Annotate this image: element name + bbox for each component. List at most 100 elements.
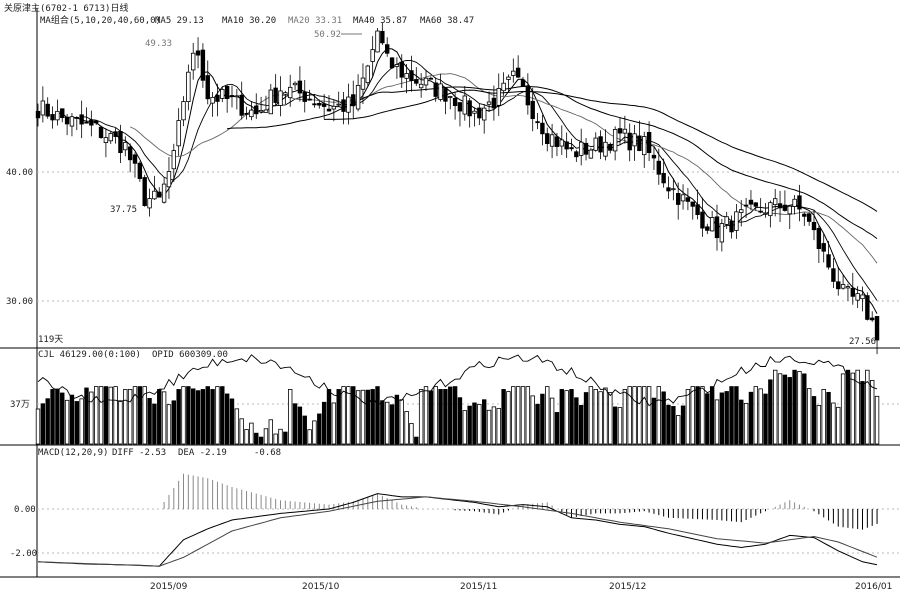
candle-body <box>792 198 797 207</box>
volume-bar <box>418 389 424 445</box>
candle-body <box>239 94 244 116</box>
candle-body <box>617 128 623 134</box>
candle-body <box>438 83 443 100</box>
volume-bar <box>273 433 278 445</box>
candle-body <box>661 173 666 184</box>
volume-bar <box>142 386 147 445</box>
macd-title: MACD(12,20,9) <box>38 448 108 458</box>
candle-body <box>254 105 259 115</box>
volume-bar <box>409 423 414 445</box>
candle-body <box>768 202 773 217</box>
macd-value: -0.68 <box>254 448 281 458</box>
volume-bar <box>321 401 327 445</box>
volume-bar <box>695 386 700 445</box>
volume-bar <box>224 393 230 445</box>
candle-body <box>583 142 589 155</box>
volume-bar <box>89 391 94 445</box>
volume-bar <box>389 404 395 445</box>
candle-body <box>132 154 138 164</box>
volume-bar <box>719 392 725 445</box>
volume-bar <box>802 373 807 445</box>
candle-body <box>773 198 778 206</box>
volume-bar <box>438 389 443 445</box>
volume-bar <box>40 403 46 445</box>
volume-bar <box>190 388 196 445</box>
volume-bar <box>632 386 637 445</box>
candle-body <box>797 195 802 210</box>
volume-bar <box>608 392 613 445</box>
volume-bar <box>443 388 448 445</box>
volume-bar <box>380 400 385 445</box>
candle-body <box>321 103 327 107</box>
volume-bar <box>370 389 375 445</box>
volume-bar <box>292 403 298 445</box>
volume-bar <box>452 386 458 445</box>
candle-body <box>486 101 492 105</box>
volume-bar <box>705 393 710 445</box>
volume-bar <box>210 389 215 445</box>
volume-bar <box>661 391 666 445</box>
candle-body <box>186 71 191 102</box>
volume-bar <box>60 392 65 445</box>
volume-bar <box>782 374 788 445</box>
candle-body <box>695 204 700 216</box>
candle-body <box>656 160 661 175</box>
candle-body <box>637 135 642 151</box>
ma20-label: MA20 33.31 <box>288 16 342 26</box>
volume-bar <box>132 386 138 445</box>
candle-body <box>860 294 865 300</box>
candle-body <box>307 98 312 101</box>
candle-body <box>229 95 235 97</box>
period-label: 119天 <box>38 335 63 345</box>
volume-bar <box>598 391 603 445</box>
candle-body <box>84 121 89 124</box>
volume-bar <box>535 403 540 445</box>
volume-bar <box>360 389 366 445</box>
volume-bar <box>724 391 729 445</box>
volume-bar <box>283 431 288 445</box>
volume-bar <box>501 389 506 445</box>
candle-body <box>355 84 361 110</box>
candle-body <box>457 102 463 112</box>
volume-bar <box>612 406 618 445</box>
candle-body <box>579 141 584 156</box>
volume-bar <box>118 400 123 445</box>
candle-body <box>642 136 647 156</box>
candle-body <box>549 134 555 147</box>
macd-dea: DEA -2.19 <box>178 448 227 458</box>
candle-body <box>45 103 50 117</box>
candle-body <box>816 227 822 250</box>
volume-bar <box>84 387 89 445</box>
candle-body <box>520 79 526 88</box>
volume-bar <box>515 386 521 445</box>
candle-body <box>729 220 734 233</box>
candle-body <box>836 281 841 290</box>
candle-body <box>331 105 337 110</box>
volume-bar <box>574 397 579 445</box>
volume-bar <box>506 391 511 445</box>
macd-diff: DIFF -2.53 <box>112 448 166 458</box>
volume-bar <box>700 386 705 445</box>
candle-body <box>719 223 725 243</box>
volume-bar <box>137 386 143 445</box>
candle-body <box>35 110 41 119</box>
volume-bar <box>171 400 176 445</box>
candle-body <box>370 49 375 62</box>
volume-bar <box>549 397 555 445</box>
x-label-2015-10: 2015/10 <box>302 582 340 592</box>
price-tick-40: 40.00 <box>6 168 33 178</box>
volume-bar <box>351 386 356 445</box>
volume-bar <box>540 393 545 445</box>
volume-bar <box>874 395 880 445</box>
volume-bar <box>870 380 875 445</box>
volume-bar <box>753 386 758 445</box>
candle-body <box>734 211 739 231</box>
volume-bar <box>806 388 812 445</box>
volume-bar <box>186 386 191 445</box>
candle-body <box>190 52 196 71</box>
volume-bar <box>836 406 841 445</box>
volume-bar <box>637 386 642 445</box>
volume-bar <box>161 391 167 445</box>
candle-body <box>210 96 215 104</box>
volume-bar <box>530 395 535 445</box>
